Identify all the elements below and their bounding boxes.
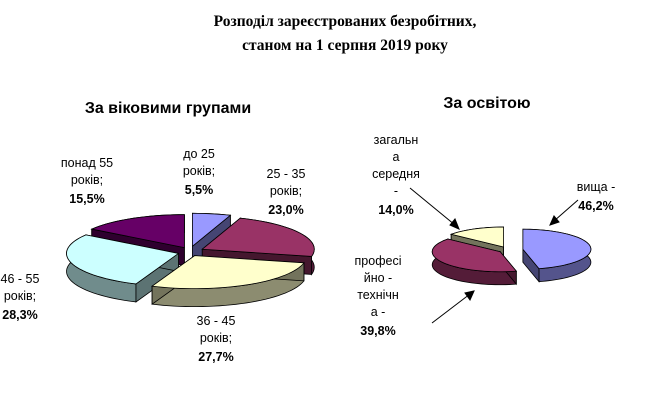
pie-slice-top [201,217,315,257]
slice-percent-label: 15,5% [69,192,104,206]
slice-percent-label: 23,0% [268,203,303,217]
arrow-higher-head [549,215,560,226]
slice-percent-label: 27,7% [198,350,233,364]
pie-slice-top [90,214,185,249]
arrow-general [409,187,456,226]
pie-slice [431,238,518,286]
slice-percent-label: 39,8% [360,324,395,338]
age-chart-title: За віковими групами [85,100,251,117]
arrow-vocational-head [464,290,475,302]
slice-label: середня [372,167,420,181]
slice-label: вища - [577,180,616,194]
slice-percent-label: 5,5% [185,183,214,197]
slice-label: технічн [357,288,399,302]
arrow-vocational [431,293,471,324]
education-chart-title: За освітою [443,95,531,112]
slice-label: років; [71,173,103,187]
pie-slice-top [192,212,232,248]
pie-slice [522,228,592,283]
pie-slice-top [449,226,504,248]
slice-labels: до 25 років; 5,5% 25 - 35 років; 23,0% 36 - 45… [1,133,616,364]
slice-percent-label: 14,0% [378,203,413,217]
slice-label: - [394,184,398,198]
slice-percent-label: 46,2% [578,199,613,213]
arrow-higher [553,199,579,222]
chart-title-line-2: станом на 1 серпня 2019 року [242,37,448,54]
slice-label: 25 - 35 [267,167,306,181]
education-pie-chart [431,226,592,286]
slice-label: років; [200,331,232,345]
slice-label: років; [183,164,215,178]
slice-label: загальн [374,133,419,147]
leader-arrows [409,187,579,324]
pie-slice-top [151,255,305,290]
chart-title-line-1: Розподіл зареєстрованих безробітних, [214,13,477,30]
slice-percent-label: 28,3% [2,308,37,322]
pie-slice-top [66,234,180,285]
slice-label: 46 - 55 [1,272,40,286]
pie-slice-top [522,228,592,270]
slice-label: професі [355,254,402,268]
arrow-general-head [449,218,460,230]
slice-label: йно - [364,271,392,285]
pie-slice [151,254,305,308]
slice-label: до 25 [183,147,215,161]
age-pie-chart [66,212,315,308]
slice-label: 36 - 45 [197,314,236,328]
slice-label: понад 55 [61,156,113,170]
slice-label: років; [270,184,302,198]
pie-slice-top [431,238,518,273]
slice-label: років; [4,289,36,303]
slice-label: а - [371,305,386,319]
slice-label: а [393,150,400,164]
pie-slice [66,234,180,303]
